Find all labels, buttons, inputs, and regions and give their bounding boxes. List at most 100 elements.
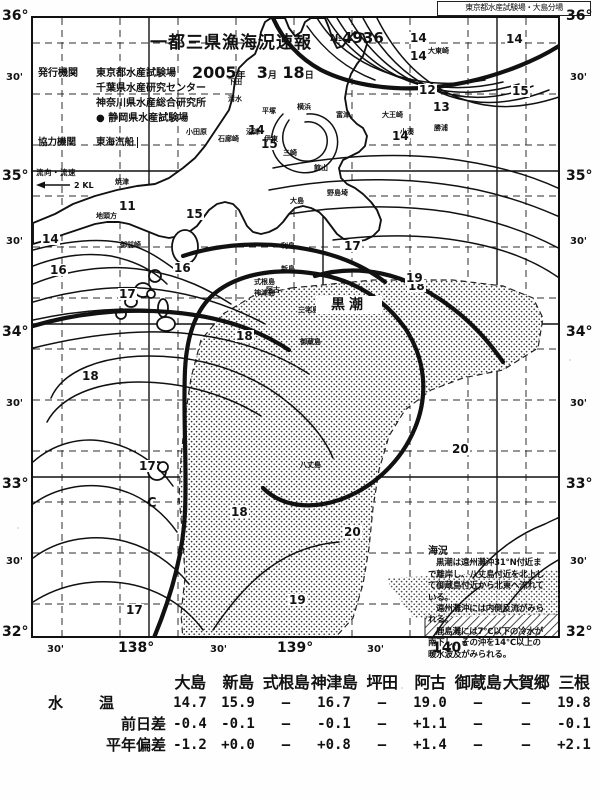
place-label-ootozaki: 大東崎 [428, 47, 449, 55]
issue-value: 4936 [342, 29, 384, 47]
publisher-org-4: ● 静岡県水産試験場 [96, 113, 189, 124]
isotherm-label-14a: 14 [41, 232, 60, 246]
cell-heinen-oshima: -1.2 [173, 737, 207, 753]
isotherm-label-14-n: 14 [409, 31, 428, 45]
place-label-tateyama: 館山 [314, 164, 328, 172]
table-header-row: 大島 新島 式根島 神津島 坪田 阿古 御蔵島 大賀郷 三根 [40, 672, 598, 693]
lat-label-left-35: 35° [2, 168, 29, 184]
page-title: 一都三県漁海況速報 [150, 33, 312, 53]
lat-label-left-32: 32° [2, 624, 29, 640]
map-graphics [33, 18, 558, 636]
cell-suion-niijima: 15.9 [221, 695, 255, 711]
lat-label-left-32-30: 30' [6, 556, 23, 567]
cell-suion-mikurajima: — [473, 695, 483, 711]
place-label-hiratsuka: 平塚 [262, 107, 276, 115]
cell-suion-ako: 19.0 [413, 695, 447, 711]
observation-table: 大島 新島 式根島 神津島 坪田 阿古 御蔵島 大賀郷 三根 水 温 14.7 … [40, 672, 598, 756]
table-corner-cell [40, 672, 166, 693]
row-label-suion: 水 温 [48, 694, 117, 712]
cell-heinen-tsubota: — [377, 737, 387, 753]
place-label-niijima: 新島 [281, 265, 295, 273]
lat-label-left-33: 33° [2, 476, 29, 492]
publisher-org-3: 神奈川県水産総合研究所 [96, 98, 206, 109]
issue-prefix: № [330, 33, 343, 44]
cell-zenjitsusa-ako: +1.1 [413, 716, 447, 732]
isotherm-label-15-ne: 15 [511, 84, 530, 98]
commentary-paragraph-3: 鹿島灘には7℃以下の冷水が南下し、その沖を14℃以上の暖水波及がみられる。 [428, 626, 544, 660]
date-day-unit: 日 [304, 71, 314, 81]
lat-label-right-32-30: 30' [570, 556, 587, 567]
publisher-org-4-text: 静岡県水産試験場 [108, 113, 189, 124]
place-label-kozushima: 神津島 [254, 289, 275, 297]
cell-heinen-kozushima: +0.8 [317, 737, 351, 753]
lat-label-left-34: 34° [2, 324, 29, 340]
place-label-toshima: 利島 [281, 242, 295, 250]
issue-date: 2005年 3月 18日 [192, 63, 314, 82]
lon-label-140: 140° [432, 640, 469, 656]
publisher-row-1: 発行機関 東京都水産試験場 [38, 66, 206, 81]
cell-heinen-mikurajima: — [473, 737, 483, 753]
kuroshio-label: 黒潮 [316, 296, 382, 314]
cell-heinen-niijima: +0.0 [221, 737, 255, 753]
place-label-jitogata: 地頭方 [96, 212, 117, 220]
cell-heinen-mitsune: +2.1 [557, 737, 591, 753]
legend-title: 流向・流速 [36, 168, 76, 177]
lat-label-right-36: 36° [566, 8, 593, 24]
place-label-nojimazaki: 野島埼 [327, 189, 348, 197]
place-label-yaizu: 焼津 [115, 178, 129, 186]
place-label-ito: 伊東 [264, 135, 278, 143]
table-col-okago: 大賀郷 [502, 673, 550, 692]
isotherm-label-16b: 16 [173, 261, 192, 275]
date-day: 18 [282, 63, 305, 82]
lon-label-139-30: 30' [367, 644, 384, 655]
place-label-shimizu: 清水 [228, 95, 242, 103]
current-arrow-icon: 2 KL [36, 180, 94, 192]
isotherm-label-16a: 16 [49, 263, 68, 277]
cell-suion-okago: — [521, 695, 531, 711]
cell-suion-shikinejima: — [281, 695, 291, 711]
publisher-label: 発行機関 [38, 68, 78, 79]
place-label-oshima: 大島 [290, 197, 304, 205]
date-month-unit: 月 [267, 71, 277, 81]
lat-label-right-34: 34° [566, 324, 593, 340]
table-col-niijima: 新島 [222, 673, 254, 692]
place-label-shimoda: 下田 [228, 78, 242, 86]
place-label-ako: 阿古 [266, 286, 280, 294]
lon-label-138-30: 30' [210, 644, 227, 655]
publisher-block: 発行機関 東京都水産試験場 千葉県水産研究センター 神奈川県水産総合研究所 ● 静… [38, 66, 206, 126]
lat-label-left-33-30: 30' [6, 398, 23, 409]
cell-zenjitsusa-kozushima: -0.1 [317, 716, 351, 732]
cell-suion-kozushima: 16.7 [317, 695, 351, 711]
lat-label-right-35: 35° [566, 168, 593, 184]
place-label-kominato: 小湊 [400, 128, 414, 136]
lat-label-left-35-30: 30' [6, 72, 23, 83]
isotherm-label-15b: 15 [260, 137, 279, 151]
sea-condition-commentary: 海況 黒潮は遠州灘沖31°N付近まで離岸し、八丈島付近を北上して御蔵島付近から北… [428, 546, 548, 661]
lon-label-138: 138° [118, 640, 155, 656]
cooperation-block: 協力機関 東海汽船 [38, 134, 139, 148]
commentary-paragraph-2: 遠州灘沖には内側反流がみられる。 [428, 604, 544, 626]
lat-label-right-33-30: 30' [570, 398, 587, 409]
place-label-odawara: 小田原 [186, 128, 207, 136]
cell-suion-mitsune: 19.8 [557, 695, 591, 711]
isotherm-label-19b: 19 [288, 593, 307, 607]
corner-stamp: 東京都水産試験場・大島分場 [437, 1, 591, 16]
isotherm-label-14c: 14 [391, 129, 410, 143]
place-label-mikurajima: 御蔵島 [300, 338, 321, 346]
cell-zenjitsusa-niijima: -0.1 [221, 716, 255, 732]
place-label-misaki: 三崎 [283, 149, 297, 157]
lon-label-139: 139° [277, 640, 314, 656]
table-col-tsubota: 坪田 [366, 673, 398, 692]
cooperation-label: 協力機関 [38, 137, 77, 148]
isotherm-label-15a: 15 [185, 207, 204, 221]
isotherm-label-18a: 18 [235, 329, 254, 343]
table-col-mikurajima: 御蔵島 [454, 673, 502, 692]
publisher-org-1: 東京都水産試験場 [96, 68, 176, 79]
issue-number: №4936 [330, 29, 384, 47]
date-month: 3 [256, 63, 268, 82]
isotherm-label-19a: 19 [405, 271, 424, 285]
lon-label-137-30: 30' [47, 644, 64, 655]
table-col-oshima: 大島 [174, 673, 206, 692]
lat-label-left-34-30: 30' [6, 236, 23, 247]
sea-condition-map[interactable]: 14 14 14 15 15 16 16 17 17 17 17 18 18 1… [31, 16, 560, 638]
